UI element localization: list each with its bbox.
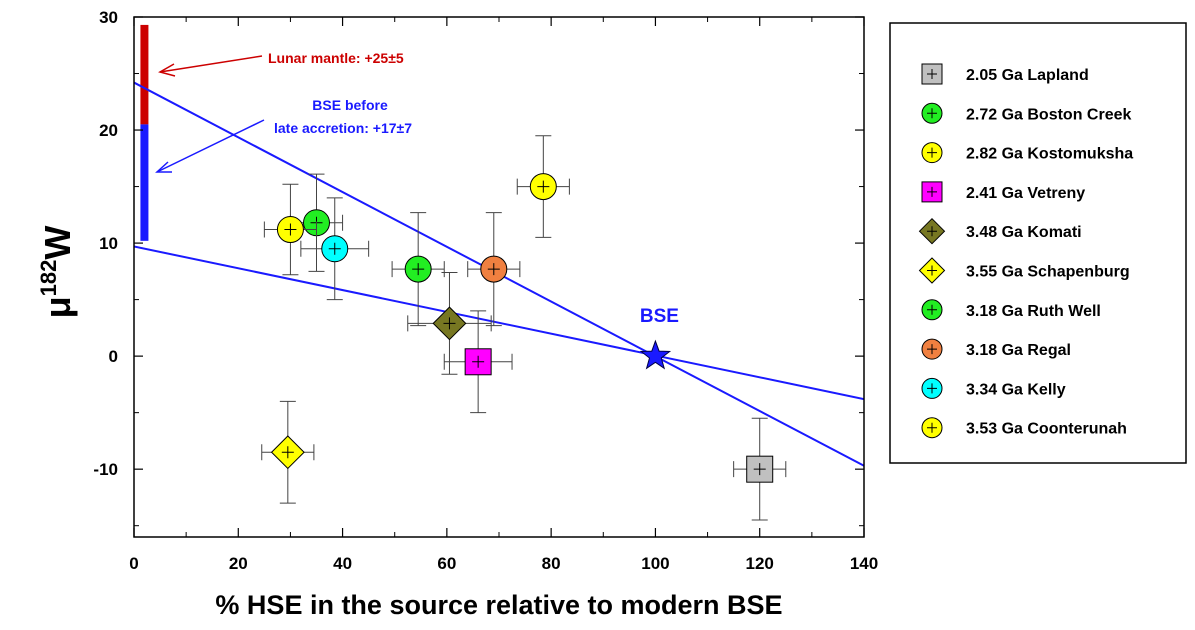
marker-cross-3: [472, 355, 485, 368]
legend-item-8: 3.34 Ga Kelly: [921, 377, 1066, 399]
marker-cross-0: [753, 463, 766, 476]
y-axis-w: W: [37, 226, 78, 260]
legend-item-1: 2.72 Ga Boston Creek: [921, 102, 1132, 124]
legend-label-8: 3.34 Ga Kelly: [966, 381, 1066, 398]
x-tick-label-4: 80: [542, 554, 561, 573]
y-axis-title: μ182W: [36, 226, 78, 319]
annotation-lunar-mantle: Lunar mantle: +25±5: [268, 50, 404, 66]
data-point-4: [407, 271, 492, 375]
annotation-arrow-lunar: [158, 55, 263, 77]
legend-item-9: 3.53 Ga Coonterunah: [921, 417, 1127, 439]
range-bar-1: [140, 124, 149, 241]
x-tick-label-7: 140: [850, 554, 878, 573]
legend-item-0: 2.05 Ga Lapland: [921, 63, 1089, 85]
legend-label-5: 3.55 Ga Schapenburg: [966, 264, 1130, 281]
legend-item-4: 3.48 Ga Komati: [918, 217, 1082, 245]
legend-label-3: 2.41 Ga Vetreny: [966, 185, 1085, 202]
data-point-1: [391, 212, 445, 327]
legend-item-5: 3.55 Ga Schapenburg: [918, 257, 1130, 284]
x-tick-label-0: 0: [129, 554, 138, 573]
annotation-bse-before-l2: late accretion: +17±7: [274, 120, 412, 136]
x-tick-label-1: 20: [229, 554, 248, 573]
legend-cross-7: [927, 344, 937, 355]
marker-cross-7: [487, 263, 500, 276]
axes-layer: 0 20 40 60 80 100 120 140 -10 0 10 20 30 % HSE in the…: [36, 8, 878, 620]
data-point-5: [261, 400, 315, 504]
legend: 2.05 Ga Lapland 2.72 Ga Boston Creek 2.82 …: [889, 22, 1187, 464]
data-point-2: [516, 135, 570, 238]
y-tick-label-0: -10: [93, 460, 118, 479]
legend-label-1: 2.72 Ga Boston Creek: [966, 106, 1132, 123]
bse-star: [639, 339, 672, 370]
marker-cross-9: [284, 223, 297, 236]
legend-label-4: 3.48 Ga Komati: [966, 224, 1082, 241]
legend-label-7: 3.18 Ga Regal: [966, 342, 1071, 359]
y-tick-label-4: 30: [99, 8, 118, 27]
y-axis-title-text: μ182W: [36, 226, 78, 319]
legend-cross-9: [927, 422, 937, 433]
data-point-7: [467, 212, 521, 327]
legend-label-6: 3.18 Ga Ruth Well: [966, 303, 1101, 320]
y-tick-label-3: 20: [99, 121, 118, 140]
marker-cross-1: [412, 263, 425, 276]
arrow-line: [156, 119, 265, 173]
legend-cross-3: [927, 186, 937, 197]
annotation-bse-before-l1: BSE before: [312, 97, 388, 113]
range-bar-0: [140, 24, 149, 125]
legend-label-9: 3.53 Ga Coonterunah: [966, 421, 1127, 438]
x-tick-label-6: 120: [746, 554, 774, 573]
legend-label-0: 2.05 Ga Lapland: [966, 67, 1089, 84]
arrow-line: [159, 55, 263, 73]
legend-item-6: 3.18 Ga Ruth Well: [921, 299, 1101, 321]
legend-cross-0: [927, 69, 937, 79]
legend-cross-2: [927, 147, 937, 158]
data-point-0: [733, 417, 787, 521]
legend-item-7: 3.18 Ga Regal: [921, 338, 1071, 360]
legend-item-3: 2.41 Ga Vetreny: [921, 181, 1085, 203]
bse-label: BSE: [640, 306, 679, 327]
y-tick-label-1: 0: [109, 347, 118, 366]
plot-layer: BSE Lunar mantle: +25±5 BSE before late acc…: [134, 24, 864, 521]
y-tick-label-2: 10: [99, 234, 118, 253]
legend-label-2: 2.82 Ga Kostomuksha: [966, 146, 1133, 163]
annotation-arrow-bse: [155, 119, 265, 173]
marker-cross-8: [328, 242, 341, 255]
marker-cross-5: [281, 446, 294, 459]
legend-cross-8: [927, 383, 937, 394]
marker-cross-4: [443, 317, 456, 330]
x-tick-label-5: 100: [641, 554, 669, 573]
data-point-9: [263, 183, 317, 276]
x-tick-label-3: 60: [437, 554, 456, 573]
legend-cross-4: [927, 226, 937, 237]
x-tick-label-2: 40: [333, 554, 352, 573]
marker-3: [464, 348, 492, 376]
x-axis-title: % HSE in the source relative to modern B…: [215, 590, 782, 620]
arrow-head: [155, 161, 172, 173]
data-point-3: [443, 310, 513, 414]
y-axis-sup: 182: [36, 260, 61, 297]
legend-cross-5: [927, 265, 937, 276]
legend-cross-1: [927, 108, 937, 119]
legend-item-2: 2.82 Ga Kostomuksha: [921, 142, 1133, 164]
y-axis-mu: μ: [37, 296, 78, 318]
arrow-head: [158, 63, 176, 77]
legend-cross-6: [927, 304, 937, 315]
data-point-8: [300, 197, 370, 301]
marker-cross-2: [537, 180, 550, 193]
trend-line-1: [134, 245, 864, 401]
